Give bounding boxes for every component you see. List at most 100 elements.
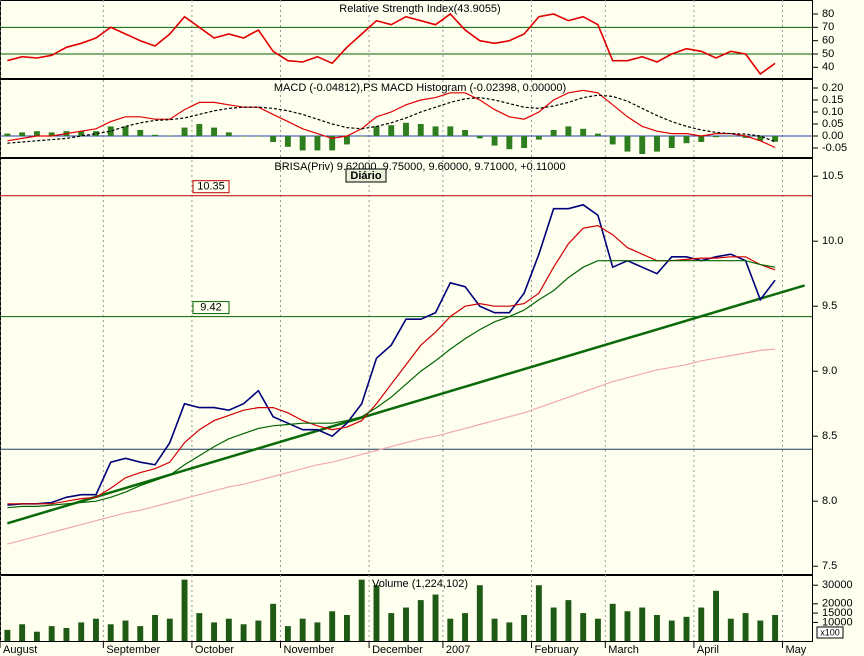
- bar: [196, 613, 203, 641]
- bar: [535, 136, 542, 140]
- bar: [343, 136, 350, 145]
- panel-frame: [0, 79, 813, 158]
- y-tick-label: 70: [822, 21, 834, 33]
- y-tick-label: 10.5: [822, 170, 843, 182]
- bar: [654, 136, 660, 152]
- bar: [742, 136, 749, 138]
- bar: [624, 611, 631, 641]
- bar: [299, 618, 306, 641]
- bar: [240, 136, 247, 137]
- bar: [727, 618, 734, 641]
- bar: [255, 620, 262, 641]
- bar: [299, 136, 306, 151]
- bar: [211, 622, 218, 641]
- panel-frame: [0, 0, 813, 79]
- unit-box: [816, 626, 844, 639]
- x-tick-label: November: [284, 644, 335, 656]
- bar: [107, 126, 114, 136]
- bar: [137, 130, 144, 136]
- y-tick-label: 0.00: [822, 130, 843, 142]
- bar: [343, 614, 350, 641]
- bar: [19, 624, 26, 641]
- bar: [329, 611, 336, 641]
- bar: [33, 631, 40, 641]
- bar: [152, 614, 158, 641]
- bar: [93, 618, 99, 641]
- bar: [152, 134, 158, 136]
- bar: [314, 622, 321, 641]
- panel-title: BRISA(Priv) 9.62000, 9.75000, 9.60000, 9…: [274, 161, 565, 173]
- bar: [314, 136, 321, 151]
- y-tick-label: 60: [822, 35, 834, 47]
- bar: [476, 136, 483, 139]
- bar: [565, 126, 572, 136]
- line-series: [7, 89, 776, 149]
- bar: [609, 603, 616, 641]
- bar: [48, 132, 55, 136]
- bar: [757, 136, 764, 141]
- x-tick-label: September: [106, 644, 160, 656]
- line-series: [7, 203, 776, 506]
- bar: [358, 136, 365, 137]
- bar: [698, 136, 705, 142]
- panel-frame: [0, 575, 813, 642]
- bar: [594, 618, 601, 641]
- bar: [535, 585, 542, 641]
- trendline: [7, 284, 805, 525]
- y-tick-label: 0.05: [822, 118, 843, 130]
- y-tick-label: 9.5: [822, 300, 837, 312]
- bar: [122, 126, 129, 136]
- badge: Diário: [350, 170, 381, 182]
- bar: [757, 620, 764, 641]
- y-tick-label: 15000: [822, 607, 853, 619]
- bar: [181, 579, 188, 641]
- bar: [565, 600, 572, 641]
- bar: [668, 620, 675, 641]
- bar: [772, 614, 779, 641]
- bar: [432, 126, 439, 136]
- bar: [594, 133, 601, 136]
- bar: [137, 626, 144, 641]
- level-label: 10.35: [197, 181, 225, 193]
- x-tick-label: 2007: [446, 644, 470, 656]
- badge-box: [345, 168, 387, 183]
- bar: [63, 627, 70, 641]
- bar: [580, 613, 587, 641]
- bar: [166, 618, 173, 641]
- bar: [742, 613, 749, 641]
- bar: [255, 136, 262, 137]
- y-tick-label: 50: [822, 48, 834, 60]
- level-label: 9.42: [200, 302, 221, 314]
- bar: [698, 607, 705, 641]
- bar: [713, 136, 719, 138]
- y-tick-label: 10.0: [822, 235, 843, 247]
- level-box: [192, 301, 230, 315]
- line-series: [7, 94, 776, 144]
- bar: [639, 607, 646, 641]
- bar: [668, 136, 675, 148]
- bar: [373, 585, 380, 641]
- bar: [727, 136, 734, 137]
- bar: [654, 614, 660, 641]
- line-series: [7, 260, 776, 509]
- bar: [225, 132, 232, 136]
- bar: [683, 616, 690, 641]
- y-tick-label: 0.20: [822, 82, 843, 94]
- bar: [506, 622, 513, 641]
- x-tick-label: March: [608, 644, 639, 656]
- bar: [196, 124, 203, 136]
- bar: [550, 607, 557, 641]
- y-tick-label: 20000: [822, 598, 853, 610]
- x-tick-label: May: [785, 644, 806, 656]
- bar: [491, 618, 498, 641]
- bar: [388, 125, 395, 136]
- y-tick-label: 30000: [822, 579, 853, 591]
- bar: [506, 136, 513, 150]
- line-series: [7, 348, 776, 545]
- bar: [447, 618, 454, 641]
- bar: [462, 613, 469, 641]
- bar: [270, 603, 277, 641]
- bar: [33, 131, 40, 136]
- bar: [639, 136, 646, 154]
